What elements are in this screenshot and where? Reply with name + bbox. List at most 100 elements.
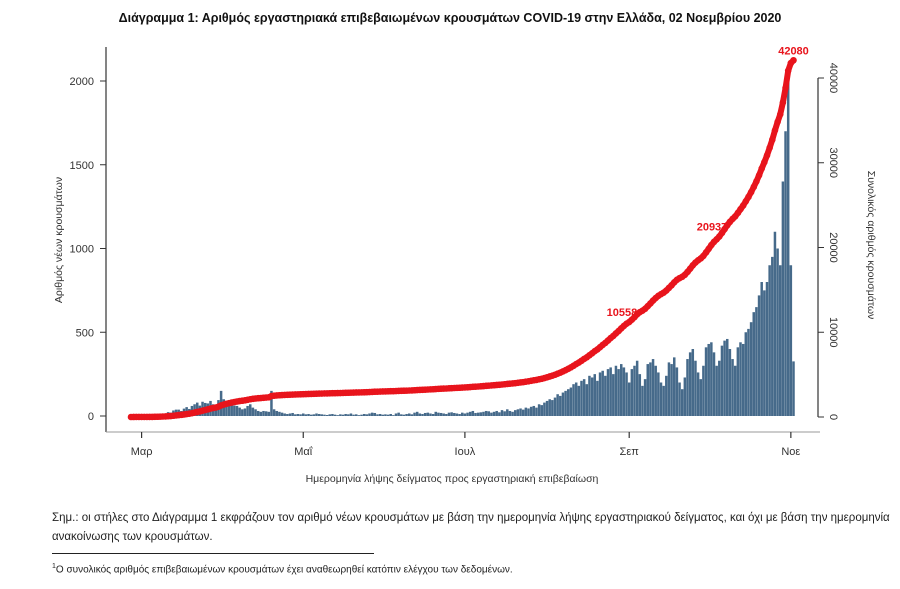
bar bbox=[429, 413, 432, 416]
bar bbox=[503, 411, 506, 416]
bar bbox=[577, 385, 581, 416]
bar bbox=[283, 413, 286, 416]
bar bbox=[389, 413, 392, 416]
bar bbox=[604, 375, 607, 416]
bar bbox=[482, 411, 485, 416]
bar bbox=[765, 282, 769, 416]
y-left-tick-label: 2000 bbox=[70, 76, 94, 88]
bar bbox=[315, 413, 318, 416]
bar bbox=[620, 364, 623, 416]
bar bbox=[744, 332, 748, 416]
cumulative-point bbox=[766, 144, 773, 152]
bar bbox=[596, 380, 599, 416]
bar bbox=[609, 367, 612, 416]
bar bbox=[468, 411, 472, 416]
cumulative-line: 10558 20937 42080 bbox=[127, 45, 809, 421]
bar bbox=[280, 412, 284, 416]
bar bbox=[524, 407, 528, 416]
bar bbox=[439, 412, 443, 416]
bar bbox=[726, 338, 729, 416]
bar bbox=[352, 414, 355, 416]
bar bbox=[304, 414, 308, 416]
bar bbox=[556, 394, 559, 416]
bar bbox=[635, 360, 639, 416]
bar bbox=[309, 414, 313, 416]
bar bbox=[688, 352, 692, 416]
bar bbox=[463, 413, 467, 416]
y-left-tick-label: 1000 bbox=[70, 244, 94, 256]
bar bbox=[437, 412, 440, 416]
bar bbox=[233, 405, 236, 416]
bar bbox=[445, 413, 448, 416]
bar bbox=[442, 413, 445, 416]
footnote-divider bbox=[52, 553, 374, 554]
x-axis-label: Ημερομηνία λήψης δείγματος προς εργαστηρ… bbox=[306, 473, 599, 485]
bar bbox=[675, 367, 679, 416]
bar bbox=[246, 405, 249, 416]
cumulative-point bbox=[769, 136, 776, 144]
bar bbox=[548, 399, 551, 416]
bar bbox=[347, 414, 350, 416]
bar bbox=[341, 414, 345, 416]
bar bbox=[484, 410, 488, 416]
bar bbox=[741, 343, 745, 416]
annotation-label: 10558 bbox=[607, 307, 638, 319]
bar bbox=[601, 370, 604, 416]
bar bbox=[394, 413, 398, 416]
cumulative-point bbox=[763, 152, 771, 159]
bar bbox=[593, 374, 596, 416]
bar bbox=[715, 365, 718, 416]
bar bbox=[476, 412, 480, 416]
bar bbox=[251, 407, 255, 416]
bar bbox=[500, 410, 504, 416]
bar bbox=[673, 357, 676, 416]
bar bbox=[307, 413, 310, 416]
bar bbox=[551, 400, 554, 416]
covid-chart: Διάγραμμα 1: Αριθμός εργαστηριακά επιβεβ… bbox=[53, 11, 877, 485]
bar bbox=[302, 413, 305, 416]
bar bbox=[662, 385, 665, 416]
bar bbox=[362, 413, 366, 416]
bar bbox=[423, 412, 427, 416]
x-tick-label: Μαρ bbox=[131, 446, 153, 458]
bar bbox=[275, 410, 278, 416]
bar bbox=[392, 415, 395, 416]
bar bbox=[405, 413, 408, 416]
bar bbox=[567, 389, 570, 416]
bar bbox=[511, 411, 514, 416]
bar bbox=[696, 372, 700, 416]
bar bbox=[447, 412, 451, 416]
y-right-tick-label: 30000 bbox=[827, 147, 839, 178]
bar bbox=[728, 349, 732, 416]
bar bbox=[230, 404, 233, 416]
cumulative-point bbox=[750, 183, 758, 191]
y-right-tick-label: 40000 bbox=[827, 63, 839, 94]
bar bbox=[789, 265, 793, 416]
bar bbox=[235, 405, 239, 416]
x-tick-label: Ιουλ bbox=[455, 446, 476, 458]
bar bbox=[368, 413, 371, 416]
bar bbox=[225, 400, 228, 416]
bar bbox=[654, 365, 657, 416]
bar bbox=[781, 181, 785, 416]
axes: 0500100015002000010000200003000040000Μαρ… bbox=[70, 47, 839, 458]
bar bbox=[264, 411, 268, 416]
cumulative-point bbox=[753, 178, 760, 185]
bar bbox=[665, 375, 668, 416]
cumulative-point bbox=[771, 127, 779, 134]
bar bbox=[683, 377, 687, 416]
footnote: 1Ο συνολικός αριθμός επιβεβαιωμένων κρου… bbox=[52, 563, 513, 575]
bar bbox=[521, 409, 525, 416]
bar bbox=[413, 412, 416, 416]
bar bbox=[479, 412, 483, 416]
bar bbox=[397, 412, 400, 416]
bar bbox=[381, 414, 384, 416]
chart-note: Σημ.: οι στήλες στο Διάγραμμα 1 εκφράζου… bbox=[52, 512, 890, 543]
bar bbox=[651, 359, 655, 416]
bar bbox=[259, 411, 263, 416]
cumulative-point bbox=[755, 172, 763, 179]
bar bbox=[376, 414, 379, 416]
bar bbox=[699, 379, 702, 416]
bar bbox=[532, 405, 536, 416]
annotation-label: 20937 bbox=[697, 222, 728, 234]
